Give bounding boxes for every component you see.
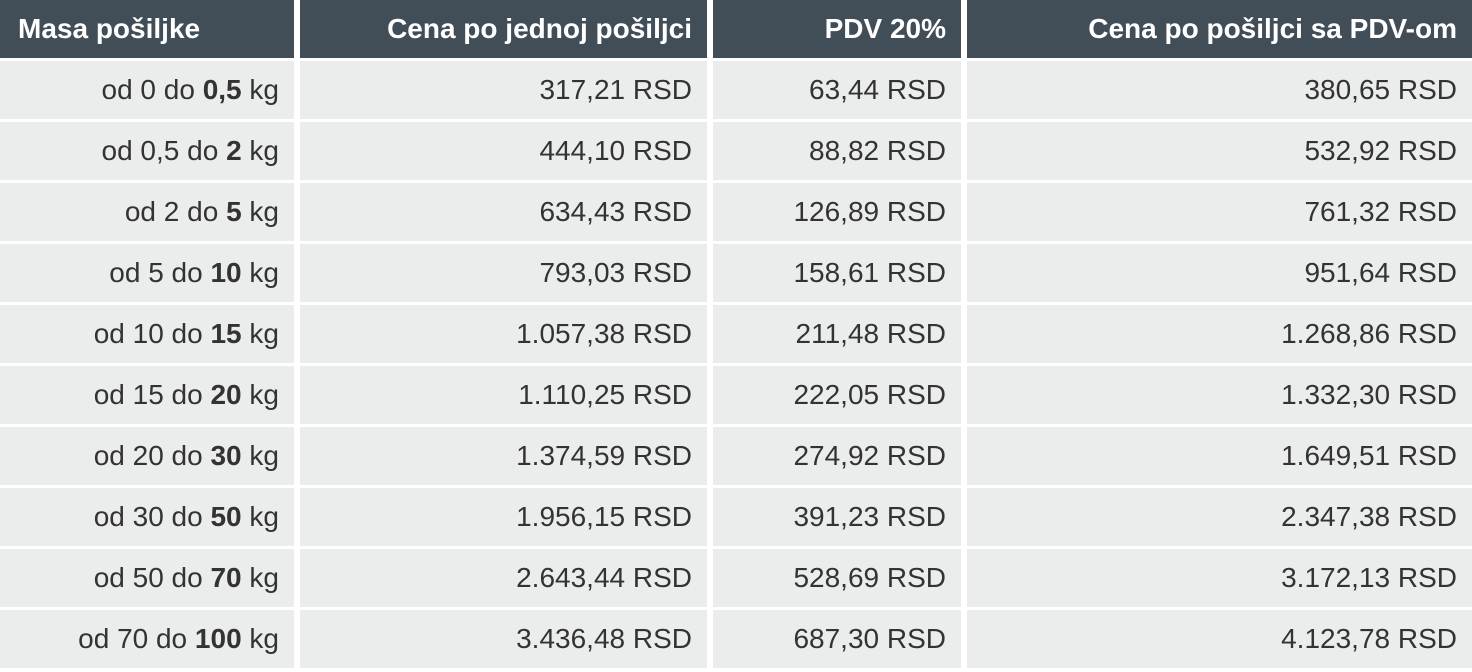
mass-unit: kg bbox=[249, 318, 279, 349]
table-row: od 20 do 30 kg 1.374,59 RSD 274,92 RSD 1… bbox=[0, 424, 1472, 487]
mass-cell: od 0,5 do 2 kg bbox=[0, 119, 297, 182]
mass-unit: kg bbox=[249, 623, 279, 654]
mass-unit: kg bbox=[249, 196, 279, 227]
mass-unit: kg bbox=[249, 135, 279, 166]
vat-cell: 211,48 RSD bbox=[707, 302, 964, 365]
total-cell: 3.172,13 RSD bbox=[961, 546, 1472, 609]
mass-range-text: od 70 do bbox=[78, 623, 188, 654]
table-row: od 70 do 100 kg 3.436,48 RSD 687,30 RSD … bbox=[0, 607, 1472, 668]
mass-upper-bound: 10 bbox=[210, 257, 242, 288]
mass-upper-bound: 30 bbox=[210, 440, 242, 471]
column-header-vat: PDV 20% bbox=[707, 0, 964, 60]
table-header: Masa pošiljke Cena po jednoj pošiljci PD… bbox=[0, 0, 1472, 60]
mass-upper-bound: 50 bbox=[210, 501, 242, 532]
mass-unit: kg bbox=[249, 440, 279, 471]
total-cell: 380,65 RSD bbox=[961, 58, 1472, 121]
mass-upper-bound: 0,5 bbox=[202, 74, 242, 105]
price-cell: 2.643,44 RSD bbox=[294, 546, 710, 609]
vat-cell: 158,61 RSD bbox=[707, 241, 964, 304]
mass-range-text: od 20 do bbox=[93, 440, 203, 471]
price-cell: 444,10 RSD bbox=[294, 119, 710, 182]
vat-cell: 88,82 RSD bbox=[707, 119, 964, 182]
mass-upper-bound: 15 bbox=[210, 318, 242, 349]
column-header-price: Cena po jednoj pošiljci bbox=[294, 0, 710, 60]
table-row: od 0,5 do 2 kg 444,10 RSD 88,82 RSD 532,… bbox=[0, 119, 1472, 182]
mass-cell: od 70 do 100 kg bbox=[0, 607, 297, 668]
mass-upper-bound: 70 bbox=[210, 562, 242, 593]
mass-cell: od 10 do 15 kg bbox=[0, 302, 297, 365]
mass-upper-bound: 20 bbox=[210, 379, 242, 410]
total-cell: 4.123,78 RSD bbox=[961, 607, 1472, 668]
price-cell: 3.436,48 RSD bbox=[294, 607, 710, 668]
column-header-total: Cena po pošiljci sa PDV-om bbox=[961, 0, 1472, 60]
price-cell: 634,43 RSD bbox=[294, 180, 710, 243]
mass-upper-bound: 2 bbox=[226, 135, 242, 166]
mass-cell: od 15 do 20 kg bbox=[0, 363, 297, 426]
table-row: od 10 do 15 kg 1.057,38 RSD 211,48 RSD 1… bbox=[0, 302, 1472, 365]
total-cell: 2.347,38 RSD bbox=[961, 485, 1472, 548]
total-cell: 1.649,51 RSD bbox=[961, 424, 1472, 487]
mass-cell: od 2 do 5 kg bbox=[0, 180, 297, 243]
price-cell: 1.110,25 RSD bbox=[294, 363, 710, 426]
table-row: od 50 do 70 kg 2.643,44 RSD 528,69 RSD 3… bbox=[0, 546, 1472, 609]
mass-cell: od 20 do 30 kg bbox=[0, 424, 297, 487]
table-row: od 0 do 0,5 kg 317,21 RSD 63,44 RSD 380,… bbox=[0, 58, 1472, 121]
table-row: od 2 do 5 kg 634,43 RSD 126,89 RSD 761,3… bbox=[0, 180, 1472, 243]
price-cell: 793,03 RSD bbox=[294, 241, 710, 304]
vat-cell: 63,44 RSD bbox=[707, 58, 964, 121]
table-body: od 0 do 0,5 kg 317,21 RSD 63,44 RSD 380,… bbox=[0, 58, 1472, 668]
vat-cell: 687,30 RSD bbox=[707, 607, 964, 668]
mass-upper-bound: 5 bbox=[226, 196, 242, 227]
mass-unit: kg bbox=[249, 257, 279, 288]
vat-cell: 222,05 RSD bbox=[707, 363, 964, 426]
mass-range-text: od 0 do bbox=[101, 74, 195, 105]
mass-unit: kg bbox=[249, 74, 279, 105]
header-row: Masa pošiljke Cena po jednoj pošiljci PD… bbox=[0, 0, 1472, 60]
total-cell: 1.332,30 RSD bbox=[961, 363, 1472, 426]
mass-cell: od 50 do 70 kg bbox=[0, 546, 297, 609]
vat-cell: 274,92 RSD bbox=[707, 424, 964, 487]
mass-range-text: od 2 do bbox=[124, 196, 219, 227]
mass-range-text: od 50 do bbox=[93, 562, 203, 593]
vat-cell: 126,89 RSD bbox=[707, 180, 964, 243]
mass-cell: od 0 do 0,5 kg bbox=[0, 58, 297, 121]
mass-range-text: od 30 do bbox=[93, 501, 203, 532]
price-cell: 1.057,38 RSD bbox=[294, 302, 710, 365]
mass-unit: kg bbox=[249, 562, 279, 593]
price-cell: 1.374,59 RSD bbox=[294, 424, 710, 487]
mass-unit: kg bbox=[249, 379, 279, 410]
mass-unit: kg bbox=[249, 501, 279, 532]
mass-cell: od 30 do 50 kg bbox=[0, 485, 297, 548]
total-cell: 1.268,86 RSD bbox=[961, 302, 1472, 365]
total-cell: 532,92 RSD bbox=[961, 119, 1472, 182]
vat-cell: 391,23 RSD bbox=[707, 485, 964, 548]
mass-range-text: od 5 do bbox=[109, 257, 203, 288]
mass-range-text: od 15 do bbox=[93, 379, 203, 410]
mass-upper-bound: 100 bbox=[194, 623, 242, 654]
total-cell: 761,32 RSD bbox=[961, 180, 1472, 243]
price-cell: 1.956,15 RSD bbox=[294, 485, 710, 548]
column-header-mass: Masa pošiljke bbox=[0, 0, 297, 60]
mass-range-text: od 10 do bbox=[93, 318, 203, 349]
table-row: od 5 do 10 kg 793,03 RSD 158,61 RSD 951,… bbox=[0, 241, 1472, 304]
mass-range-text: od 0,5 do bbox=[101, 135, 219, 166]
total-cell: 951,64 RSD bbox=[961, 241, 1472, 304]
table-row: od 15 do 20 kg 1.110,25 RSD 222,05 RSD 1… bbox=[0, 363, 1472, 426]
table-row: od 30 do 50 kg 1.956,15 RSD 391,23 RSD 2… bbox=[0, 485, 1472, 548]
mass-cell: od 5 do 10 kg bbox=[0, 241, 297, 304]
price-cell: 317,21 RSD bbox=[294, 58, 710, 121]
vat-cell: 528,69 RSD bbox=[707, 546, 964, 609]
